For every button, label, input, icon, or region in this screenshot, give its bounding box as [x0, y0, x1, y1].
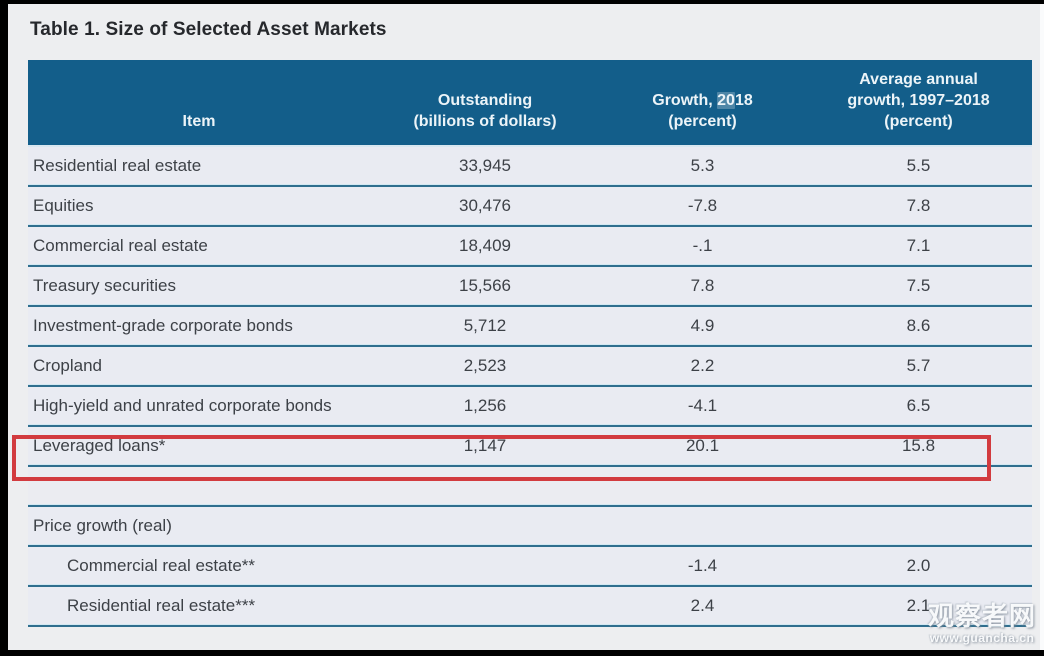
header-growth-line1: Growth, 2018: [652, 92, 753, 109]
cell-growth-2018: -1.4: [600, 546, 805, 587]
cell-outstanding: 15,566: [370, 266, 600, 307]
cell-item: Leveraged loans*: [28, 426, 370, 467]
cell-item: Commercial real estate: [28, 226, 370, 267]
highlighted-text-20: 20: [717, 92, 735, 109]
cell-outstanding: 33,945: [370, 146, 600, 187]
cell-avg-growth: 2.1: [805, 586, 1032, 627]
cell-growth-2018: -4.1: [600, 386, 805, 427]
cell-outstanding: [370, 546, 600, 587]
cell-item: Equities: [28, 186, 370, 227]
header-outstanding-line1: Outstanding: [437, 92, 533, 109]
cell-item: Price growth (real): [28, 506, 370, 547]
table-row: Residential real estate*** 2.4 2.1: [28, 586, 1032, 627]
table-row: Equities 30,476 -7.8 7.8: [28, 186, 1032, 227]
table-row: Treasury securities 15,566 7.8 7.5: [28, 266, 1032, 307]
cell-item: Cropland: [28, 346, 370, 387]
header-avg-line1: Average annual: [859, 71, 978, 88]
column-header-avg-growth: Average annual growth, 1997–2018 (percen…: [805, 60, 1032, 147]
cell-avg-growth: 2.0: [805, 546, 1032, 587]
cell-avg-growth: 7.8: [805, 186, 1032, 227]
cell-avg-growth: 5.7: [805, 346, 1032, 387]
table-row: Cropland 2,523 2.2 5.7: [28, 346, 1032, 387]
cell-avg-growth: 8.6: [805, 306, 1032, 347]
cell-avg-growth: [805, 466, 1032, 507]
cell-growth-2018: 5.3: [600, 146, 805, 187]
header-outstanding-line2: (billions of dollars): [413, 113, 557, 130]
table-header: Item Outstanding (billions of dollars) G…: [28, 60, 1032, 147]
cell-growth-2018: -7.8: [600, 186, 805, 227]
content-frame: Table 1. Size of Selected Asset Markets …: [8, 4, 1044, 650]
cell-avg-growth: 5.5: [805, 146, 1032, 187]
watermark-url: www.guancha.cn: [929, 631, 1035, 645]
table-row: Commercial real estate** -1.4 2.0: [28, 546, 1032, 587]
cell-avg-growth: 7.5: [805, 266, 1032, 307]
cell-item: Treasury securities: [28, 266, 370, 307]
cell-item: Commercial real estate**: [28, 546, 370, 587]
section-row-price-growth: Price growth (real): [28, 506, 1032, 547]
header-item-label: Item: [182, 113, 216, 130]
cell-growth-2018: 2.2: [600, 346, 805, 387]
header-growth-line2: (percent): [668, 113, 737, 130]
table-row-leveraged-loans: Leveraged loans* 1,147 20.1 15.8: [28, 426, 1032, 467]
table-row: High-yield and unrated corporate bonds 1…: [28, 386, 1032, 427]
page-title: Table 1. Size of Selected Asset Markets: [30, 19, 387, 40]
cell-outstanding: 18,409: [370, 226, 600, 267]
watermark: 观察者网 www.guancha.cn: [928, 603, 1036, 644]
header-row: Item Outstanding (billions of dollars) G…: [28, 60, 1032, 147]
cell-item: Investment-grade corporate bonds: [28, 306, 370, 347]
spacer-row: [28, 466, 1032, 507]
watermark-text: 观察者网: [927, 601, 1036, 631]
cell-outstanding: 1,147: [370, 426, 600, 467]
cell-outstanding: [370, 466, 600, 507]
cell-growth-2018: 2.4: [600, 586, 805, 627]
cell-growth-2018: 20.1: [600, 426, 805, 467]
cell-growth-2018: [600, 506, 805, 547]
cell-item: Residential real estate***: [28, 586, 370, 627]
cell-growth-2018: [600, 466, 805, 507]
header-avg-line3: (percent): [884, 113, 953, 130]
column-header-outstanding: Outstanding (billions of dollars): [370, 60, 600, 147]
cell-avg-growth: 7.1: [805, 226, 1032, 267]
cell-avg-growth: 15.8: [805, 426, 1032, 467]
cell-outstanding: [370, 586, 600, 627]
cell-avg-growth: [805, 506, 1032, 547]
cell-growth-2018: -.1: [600, 226, 805, 267]
header-avg-line2: growth, 1997–2018: [847, 92, 990, 109]
cell-item: Residential real estate: [28, 146, 370, 187]
table-row: Commercial real estate 18,409 -.1 7.1: [28, 226, 1032, 267]
cell-item: [28, 466, 370, 507]
table-body: Residential real estate 33,945 5.3 5.5 E…: [28, 146, 1032, 627]
cell-item: High-yield and unrated corporate bonds: [28, 386, 370, 427]
cell-outstanding: 1,256: [370, 386, 600, 427]
cell-growth-2018: 4.9: [600, 306, 805, 347]
cell-outstanding: [370, 506, 600, 547]
asset-markets-table: Item Outstanding (billions of dollars) G…: [28, 60, 1032, 627]
table-row: Investment-grade corporate bonds 5,712 4…: [28, 306, 1032, 347]
table-row: Residential real estate 33,945 5.3 5.5: [28, 146, 1032, 187]
cell-outstanding: 2,523: [370, 346, 600, 387]
cell-growth-2018: 7.8: [600, 266, 805, 307]
column-header-item: Item: [28, 60, 370, 147]
cell-outstanding: 30,476: [370, 186, 600, 227]
cell-avg-growth: 6.5: [805, 386, 1032, 427]
column-header-growth-2018: Growth, 2018 (percent): [600, 60, 805, 147]
cell-outstanding: 5,712: [370, 306, 600, 347]
